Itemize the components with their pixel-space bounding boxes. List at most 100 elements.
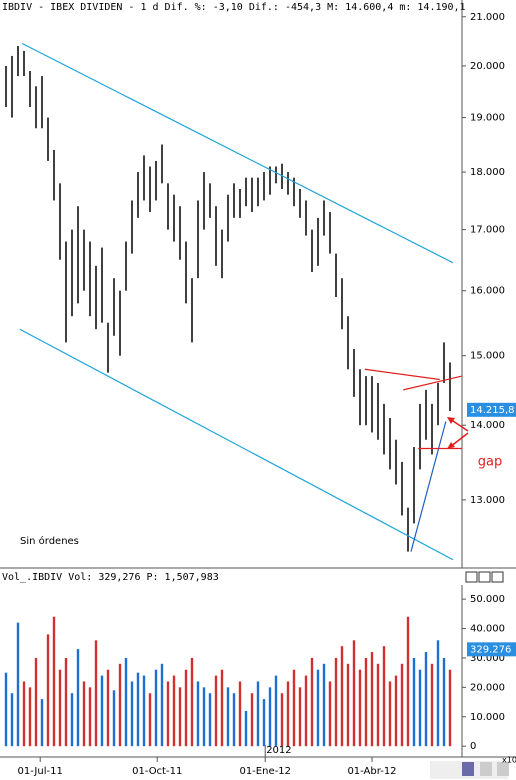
y-tick-label: 21.000 — [470, 12, 505, 23]
volume-bar — [298, 687, 302, 747]
volume-bar — [358, 669, 362, 747]
volume-bar — [250, 693, 254, 747]
icon-maximize[interactable] — [478, 571, 491, 583]
volume-bar — [322, 663, 326, 747]
volume-bar — [28, 687, 32, 747]
volume-bar — [304, 675, 308, 747]
volume-bar — [388, 681, 392, 747]
x-tick-label: 01-Oct-11 — [132, 766, 182, 777]
volume-bar — [382, 646, 386, 747]
volume-bar — [106, 669, 110, 747]
volume-bar — [430, 663, 434, 747]
last-value-badge — [467, 402, 516, 417]
volume-bar — [394, 675, 398, 747]
price-title: IBDIV - IBEX DIVIDEN - 1 d Dif. %: -3,10… — [2, 2, 466, 13]
volume-bar — [442, 657, 446, 747]
y-tick-label: 30.000 — [470, 653, 505, 664]
volume-bar — [16, 622, 20, 747]
volume-bar — [184, 669, 188, 747]
volume-bar — [346, 663, 350, 747]
volume-bar — [208, 693, 212, 747]
y-tick-label: 20.000 — [470, 682, 505, 693]
volume-bar — [172, 675, 176, 747]
volume-bar — [52, 616, 56, 747]
volume-bar — [34, 657, 38, 747]
y-tick-label: 15.000 — [470, 351, 505, 362]
icon-scroll[interactable] — [497, 762, 509, 776]
volume-bar — [118, 663, 122, 747]
y-tick-label: 16.000 — [470, 286, 505, 297]
volume-bar — [262, 699, 266, 747]
volume-bar — [412, 657, 416, 747]
volume-bar — [46, 634, 50, 747]
y-tick-label: 0 — [470, 741, 476, 752]
trend-line — [364, 368, 440, 381]
volume-bar — [76, 649, 80, 747]
volume-bar — [328, 681, 332, 747]
y-tick-label: 18.000 — [470, 167, 505, 178]
volume-title: Vol_.IBDIV Vol: 329,276 P: 1,507,983 — [2, 572, 219, 583]
volume-bar — [274, 675, 278, 747]
icon-minimize[interactable] — [465, 571, 478, 583]
volume-bar — [424, 652, 428, 747]
volume-bar — [202, 687, 206, 747]
icon-zoom[interactable] — [480, 762, 492, 776]
volume-bar — [124, 657, 128, 747]
volume-bar — [130, 681, 134, 747]
icon-close[interactable] — [491, 571, 504, 583]
volume-bar — [154, 669, 158, 747]
volume-bar — [64, 657, 68, 747]
x-tick-label: 01-Jul-11 — [18, 766, 63, 777]
y-tick-label: 50.000 — [470, 594, 505, 605]
volume-bar — [10, 693, 14, 747]
y-tick-label: 13.000 — [470, 495, 505, 506]
year-label: 2012 — [266, 745, 291, 756]
volume-bar — [142, 675, 146, 747]
volume-bar — [40, 699, 44, 747]
volume-bar — [436, 640, 440, 747]
volume-bar — [406, 616, 410, 747]
price-header — [0, 0, 462, 12]
volume-bar — [232, 693, 236, 747]
volume-bar — [340, 646, 344, 747]
volume-bar — [82, 681, 86, 747]
volume-bar — [352, 640, 356, 747]
volume-bar — [178, 687, 182, 747]
trend-line — [410, 421, 447, 552]
volume-bar — [112, 690, 116, 747]
y-tick-label: 10.000 — [470, 712, 505, 723]
trend-line — [403, 375, 463, 391]
volume-bar — [214, 675, 218, 747]
volume-bar — [316, 669, 320, 747]
volume-bar — [226, 687, 230, 747]
toolbar-icons — [465, 571, 504, 583]
volume-bar — [448, 669, 452, 747]
x-tick-label: 01-Ene-12 — [239, 766, 290, 777]
volume-bar — [376, 663, 380, 747]
volume-bar — [244, 710, 248, 747]
volume-bar — [22, 681, 26, 747]
last-value-label: 329.276 — [470, 644, 511, 655]
last-value-label: 14.215,8 — [470, 405, 515, 416]
volume-bar — [100, 675, 104, 747]
volume-bar — [166, 681, 170, 747]
x-tick-label: 01-Abr-12 — [347, 766, 396, 777]
volume-bar — [136, 672, 140, 747]
volume-bar — [286, 681, 290, 747]
gap-annotation: gap — [478, 455, 502, 470]
volume-bar — [148, 693, 152, 747]
icon-save[interactable] — [462, 762, 474, 776]
gap-arrow-head — [447, 442, 455, 449]
y-tick-label: 20.000 — [470, 61, 505, 72]
volume-bar — [334, 657, 338, 747]
volume-bar — [268, 687, 272, 747]
trend-line — [21, 42, 454, 264]
gap-arrow-head — [447, 417, 455, 424]
volume-bar — [190, 657, 194, 747]
volume-bar — [256, 681, 260, 747]
volume-bar — [94, 640, 98, 747]
status-text: Sin órdenes — [20, 535, 79, 547]
last-value-badge — [467, 642, 516, 657]
volume-bar — [88, 687, 92, 747]
